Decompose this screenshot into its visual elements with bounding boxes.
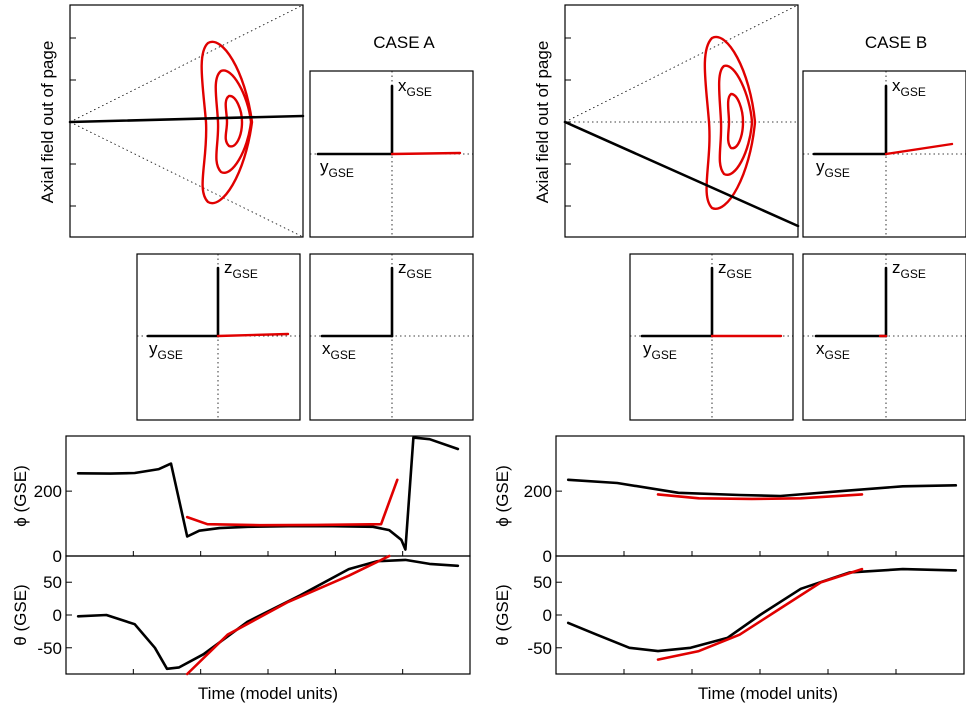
case-b-phi-ytick-label: 200 <box>524 482 552 501</box>
case-b-xz-hlabel: xGSE <box>816 339 850 362</box>
case-a-contour-outer <box>200 40 254 205</box>
case-a-yz-hlabel: yGSE <box>149 339 183 362</box>
case-a-axis-line <box>68 114 305 124</box>
case-b-axis-line <box>563 120 800 228</box>
case-b-theta-ytick-label: 50 <box>533 573 552 592</box>
case-b-xy-vlabel: xGSE <box>892 76 926 99</box>
case-b-theta-series-red <box>656 567 864 661</box>
case-a-yz-vlabel: zGSE <box>224 258 258 281</box>
case-b-phi-ytick-label: 0 <box>543 547 552 566</box>
case-b-theta-ylabel: θ (GSE) <box>493 584 512 645</box>
case-a-xy-hlabel: yGSE <box>320 157 354 180</box>
case-a-yz-panel: zGSE yGSE <box>136 253 301 421</box>
case-a-theta-ytick-label: -50 <box>37 639 62 658</box>
case-b-contour-inner <box>726 92 745 150</box>
case-a-theta-frame <box>65 555 471 675</box>
case-a-xz-panel: zGSE xGSE <box>309 253 474 421</box>
case-b-xy-hlabel: yGSE <box>816 157 850 180</box>
case-a-xz-vlabel: zGSE <box>398 258 432 281</box>
case-a-theta-ytick-label: 50 <box>43 573 62 592</box>
case-b-yz-hlabel: yGSE <box>643 339 677 362</box>
case-a-phi-series-black <box>76 436 460 551</box>
case-b-xlabel: Time (model units) <box>698 684 838 703</box>
time-series-layer: 0 200 -50 0 50 0 200 -50 0 50 <box>34 436 958 676</box>
case-b-xz-panel: zGSE xGSE <box>802 253 966 421</box>
case-b-theta-ytick-label: -50 <box>527 639 552 658</box>
case-a-theta-series-red <box>185 554 391 676</box>
case-a-theta-ytick-label: 0 <box>53 606 62 625</box>
case-b-phi-series-red <box>656 493 864 501</box>
case-a-phi-ytick-label: 200 <box>34 482 62 501</box>
case-a-contour-plot <box>68 4 305 238</box>
case-b-xz-vlabel: zGSE <box>892 258 926 281</box>
case-a-top-ylabel: Axial field out of page <box>38 41 57 204</box>
case-b-contour-frame <box>564 4 799 238</box>
case-b-contour-plot <box>563 4 800 228</box>
case-b-yz-vlabel: zGSE <box>718 258 752 281</box>
case-a-xy-panel: xGSE yGSE <box>309 70 474 238</box>
case-b-theta-ytick-label: 0 <box>543 606 552 625</box>
case-b-title: CASE B <box>865 33 927 52</box>
case-a-title: CASE A <box>373 33 435 52</box>
case-a-panel: Axial field out of page CASE A xGSE yGSE… <box>11 4 474 703</box>
case-a-theta-series-black <box>76 558 460 671</box>
case-a-phi-ytick-label: 0 <box>53 547 62 566</box>
case-a-contour-inner <box>224 94 244 148</box>
case-a-xy-vlabel: xGSE <box>398 76 432 99</box>
case-b-panel: Axial field out of page CASE B xGSE yGSE… <box>493 4 966 703</box>
case-a-xz-hlabel: xGSE <box>322 339 356 362</box>
case-b-phi-series-black <box>566 478 958 498</box>
case-b-contour-outer <box>703 35 757 210</box>
case-b-yz-panel: zGSE yGSE <box>629 253 794 421</box>
case-b-contour-middle <box>717 64 754 176</box>
case-b-xy-panel: xGSE yGSE <box>802 70 966 238</box>
case-b-phi-ylabel: ϕ (GSE) <box>493 465 512 526</box>
case-a-theta-ylabel: θ (GSE) <box>11 584 30 645</box>
case-a-contour-middle <box>214 69 253 174</box>
case-a-phi-ylabel: ϕ (GSE) <box>11 465 30 526</box>
case-b-theta-series-black <box>566 567 958 653</box>
case-b-top-ylabel: Axial field out of page <box>533 41 552 204</box>
case-a-xlabel: Time (model units) <box>198 684 338 703</box>
case-a-phi-series-red <box>185 478 399 527</box>
